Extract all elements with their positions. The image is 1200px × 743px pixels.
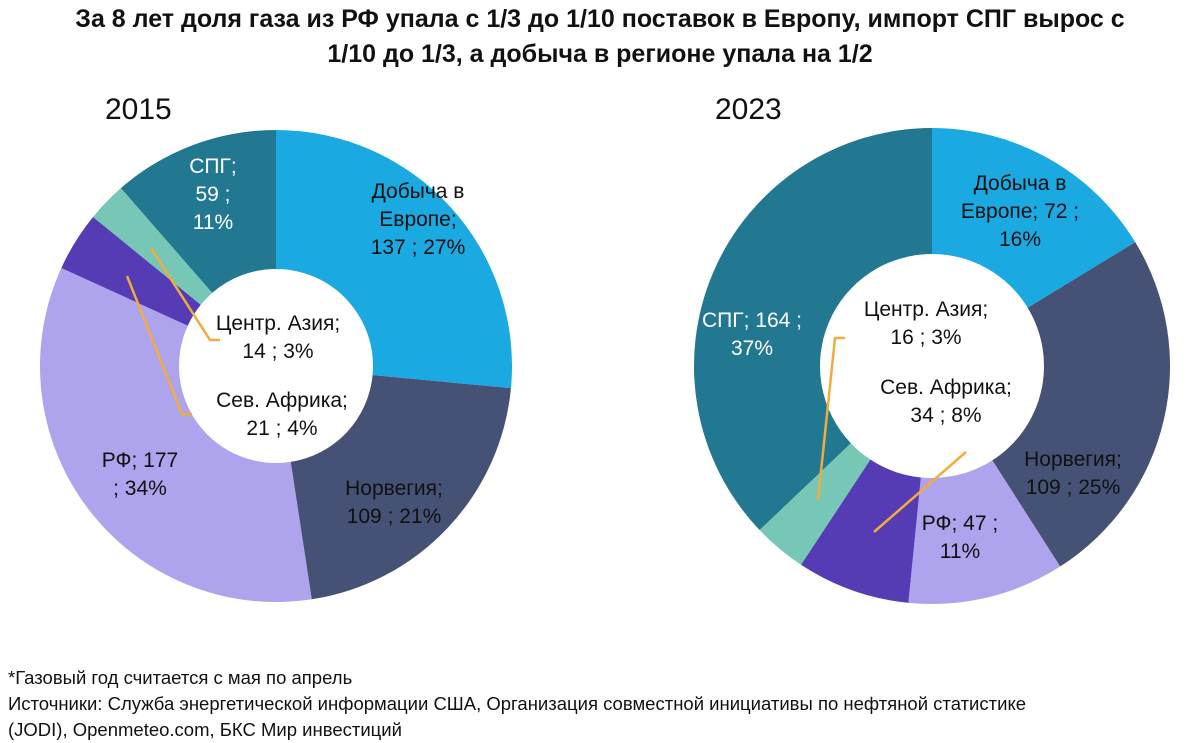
year-2015-label: 2015 (105, 93, 172, 126)
year-2023-label: 2023 (715, 93, 782, 126)
data-label-north-africa-2015: Сев. Африка; 21 ; 4% (216, 389, 348, 440)
chart-title-line-1: За 8 лет доля газа из РФ упала с 1/3 до … (75, 5, 1125, 33)
slice-russia-2015 (39, 267, 312, 602)
slice-central-asia-2023 (759, 443, 871, 565)
slice-north-africa-2015 (61, 216, 201, 326)
slice-norway-2015 (290, 375, 511, 600)
data-label-central-asia-2015: Центр. Азия; 14 ; 3% (216, 312, 340, 363)
data-label-norway-2015: Норвегия; 109 ; 21% (345, 477, 443, 528)
chart-title-line-2: 1/10 до 1/3, а добыча в регионе упала на… (327, 40, 873, 68)
donut-chart-2015: Добыча в Европе; 137 ; 27% Норвегия; 109 ; 2… (39, 130, 512, 602)
slice-production-2023 (932, 128, 1136, 308)
slice-north-africa-2023 (801, 459, 921, 603)
leader-line-2015-1 (149, 247, 220, 342)
leader-line-2023-1 (816, 336, 845, 501)
slice-norway-2023 (992, 242, 1170, 567)
data-label-lng-2015: СПГ; 59 ; 11% (189, 155, 236, 234)
leader-line-2015-2 (125, 275, 192, 416)
leader-line-2023-2 (873, 451, 967, 533)
chart-title: За 8 лет доля газа из РФ упала с 1/3 до … (0, 2, 1200, 72)
data-label-norway-2023: Норвегия; 109 ; 25% (1024, 448, 1122, 499)
data-label-russia-2015: РФ; 177; 34% (102, 449, 178, 500)
data-label-production-2023: Добыча в Европе; 72 ; 16% (961, 172, 1079, 251)
sources-line-2: (JODI), Openmeteo.com, БКС Мир инвестици… (8, 719, 402, 740)
footnote: *Газовый год считается с мая по апрель (8, 667, 353, 688)
data-label-production-2015: Добыча в Европе; 137 ; 27% (371, 180, 466, 259)
data-label-russia-2023: РФ; 47 ; 11% (922, 512, 998, 563)
sources-line-1: Источники: Служба энергетической информа… (8, 693, 1027, 714)
footer: *Газовый год считается с мая по апрель И… (8, 665, 1198, 743)
data-label-lng-2023: СПГ; 164 ; 37% (702, 309, 802, 360)
slice-lng-2023 (693, 128, 932, 531)
data-label-north-africa-2023: Сев. Африка; 34 ; 8% (880, 376, 1012, 427)
slice-production-2015 (276, 130, 512, 389)
slice-central-asia-2015 (93, 188, 213, 305)
data-label-central-asia-2023: Центр. Азия; 16 ; 3% (864, 298, 988, 349)
slice-lng-2015 (120, 130, 276, 293)
donut-chart-2023: Добыча в Европе; 72 ; 16% Норвегия; 109 ; 25… (693, 128, 1170, 604)
slice-russia-2023 (908, 460, 1061, 604)
